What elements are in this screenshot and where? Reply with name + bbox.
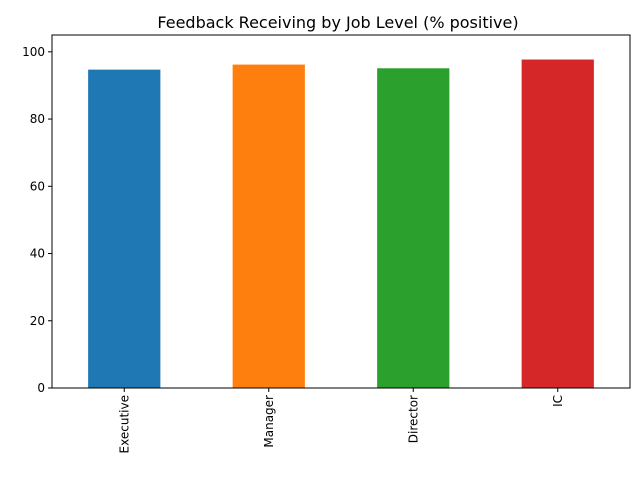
y-tick-label: 0 (37, 381, 45, 395)
y-tick-label: 40 (30, 247, 45, 261)
y-tick-label: 100 (22, 45, 45, 59)
x-tick-label: Executive (117, 395, 131, 453)
y-axis: 0 20 40 60 80 100 (22, 45, 52, 395)
bars-layer (88, 59, 594, 388)
y-tick-label: 80 (30, 112, 45, 126)
x-axis: Executive Manager Director IC (117, 388, 565, 453)
bar-ic (521, 59, 594, 388)
y-tick-label: 60 (30, 179, 45, 193)
plot-frame (51, 34, 631, 389)
bar-executive (88, 69, 161, 388)
x-tick-label: IC (551, 395, 565, 407)
x-tick-label: Manager (262, 395, 276, 448)
plot-border (51, 34, 631, 389)
bar-director (377, 68, 450, 388)
y-tick-label: 20 (30, 314, 45, 328)
chart-title: Feedback Receiving by Job Level (% posit… (157, 13, 518, 32)
x-tick-label: Director (406, 395, 420, 443)
bar-manager (232, 64, 305, 388)
